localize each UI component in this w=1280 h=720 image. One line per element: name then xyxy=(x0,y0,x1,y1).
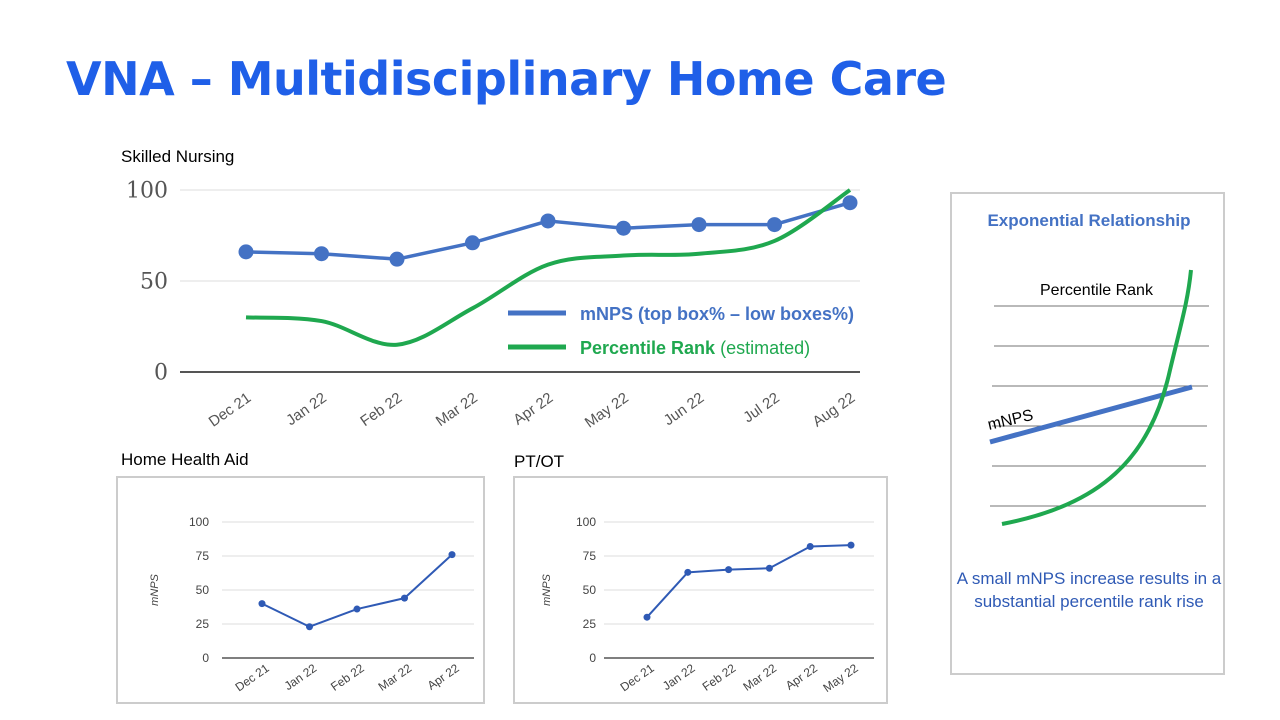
y-tick-label: 0 xyxy=(589,651,596,665)
x-tick-label: May 22 xyxy=(582,389,632,431)
data-point xyxy=(767,217,782,233)
data-point xyxy=(643,613,651,621)
series-line xyxy=(245,201,851,261)
data-point xyxy=(314,246,329,262)
skilled-nursing-title: Skilled Nursing xyxy=(121,147,235,166)
relationship-mnps-line xyxy=(989,384,1193,445)
series-line xyxy=(646,544,852,618)
data-point xyxy=(842,195,858,211)
legend-label-percentile-note: (estimated) xyxy=(720,338,810,358)
data-point xyxy=(401,594,408,602)
pt-ot-title: PT/OT xyxy=(514,452,565,471)
y-tick-label: 100 xyxy=(126,179,168,204)
relationship-title: Exponential Relationship xyxy=(987,211,1191,230)
y-tick-label: 50 xyxy=(140,270,168,295)
y-tick-label: 0 xyxy=(202,651,209,665)
relationship-panel xyxy=(950,192,1225,675)
relationship-diagram: Percentile Rank mNPS xyxy=(986,269,1209,526)
data-point xyxy=(847,541,855,549)
data-point xyxy=(465,235,480,251)
y-axis-label: mNPS xyxy=(149,573,161,605)
relationship-percentile-label: Percentile Rank xyxy=(1040,282,1154,299)
y-tick-label: 50 xyxy=(196,583,210,597)
data-point xyxy=(448,551,456,559)
y-tick-label: 75 xyxy=(583,549,597,563)
y-tick-label: 0 xyxy=(154,361,168,386)
y-tick-label: 50 xyxy=(583,583,597,597)
data-point xyxy=(353,605,361,613)
x-tick-label: Dec 21 xyxy=(206,389,255,430)
x-tick-label: Apr 22 xyxy=(510,389,556,428)
x-tick-label: Jan 22 xyxy=(283,389,330,429)
x-tick-label: Mar 22 xyxy=(433,389,481,430)
data-point xyxy=(238,244,254,260)
y-tick-label: 100 xyxy=(576,515,596,529)
x-tick-label: Feb 22 xyxy=(357,389,405,430)
legend-label-percentile-name: Percentile Rank xyxy=(580,338,716,358)
series-line xyxy=(245,188,852,347)
data-point xyxy=(389,251,405,267)
data-point xyxy=(540,213,556,229)
legend-label-percentile: Percentile Rank (estimated) xyxy=(580,338,810,358)
data-point xyxy=(806,542,814,550)
y-tick-label: 25 xyxy=(196,617,210,631)
y-axis-label: mNPS xyxy=(541,573,553,605)
y-tick-label: 75 xyxy=(196,549,210,563)
home-health-aid-title: Home Health Aid xyxy=(121,450,249,469)
y-tick-label: 100 xyxy=(189,515,209,529)
data-point xyxy=(258,600,266,608)
data-point xyxy=(616,220,631,236)
legend-label-mnps: mNPS (top box% – low boxes%) xyxy=(580,304,854,324)
data-point xyxy=(725,566,733,574)
data-point xyxy=(684,568,692,576)
data-point xyxy=(765,564,773,572)
relationship-gridlines xyxy=(990,305,1209,507)
data-point xyxy=(691,217,707,233)
x-tick-label: Jun 22 xyxy=(661,389,708,429)
x-tick-label: Jul 22 xyxy=(740,389,783,426)
relationship-percentile-curve xyxy=(1001,269,1193,526)
relationship-caption: A small mNPS increase results in a subst… xyxy=(956,569,1222,611)
data-point xyxy=(306,623,313,631)
page-title: VNA – Multidisciplinary Home Care xyxy=(66,52,947,106)
y-tick-label: 25 xyxy=(583,617,597,631)
x-tick-label: Aug 22 xyxy=(810,389,859,430)
